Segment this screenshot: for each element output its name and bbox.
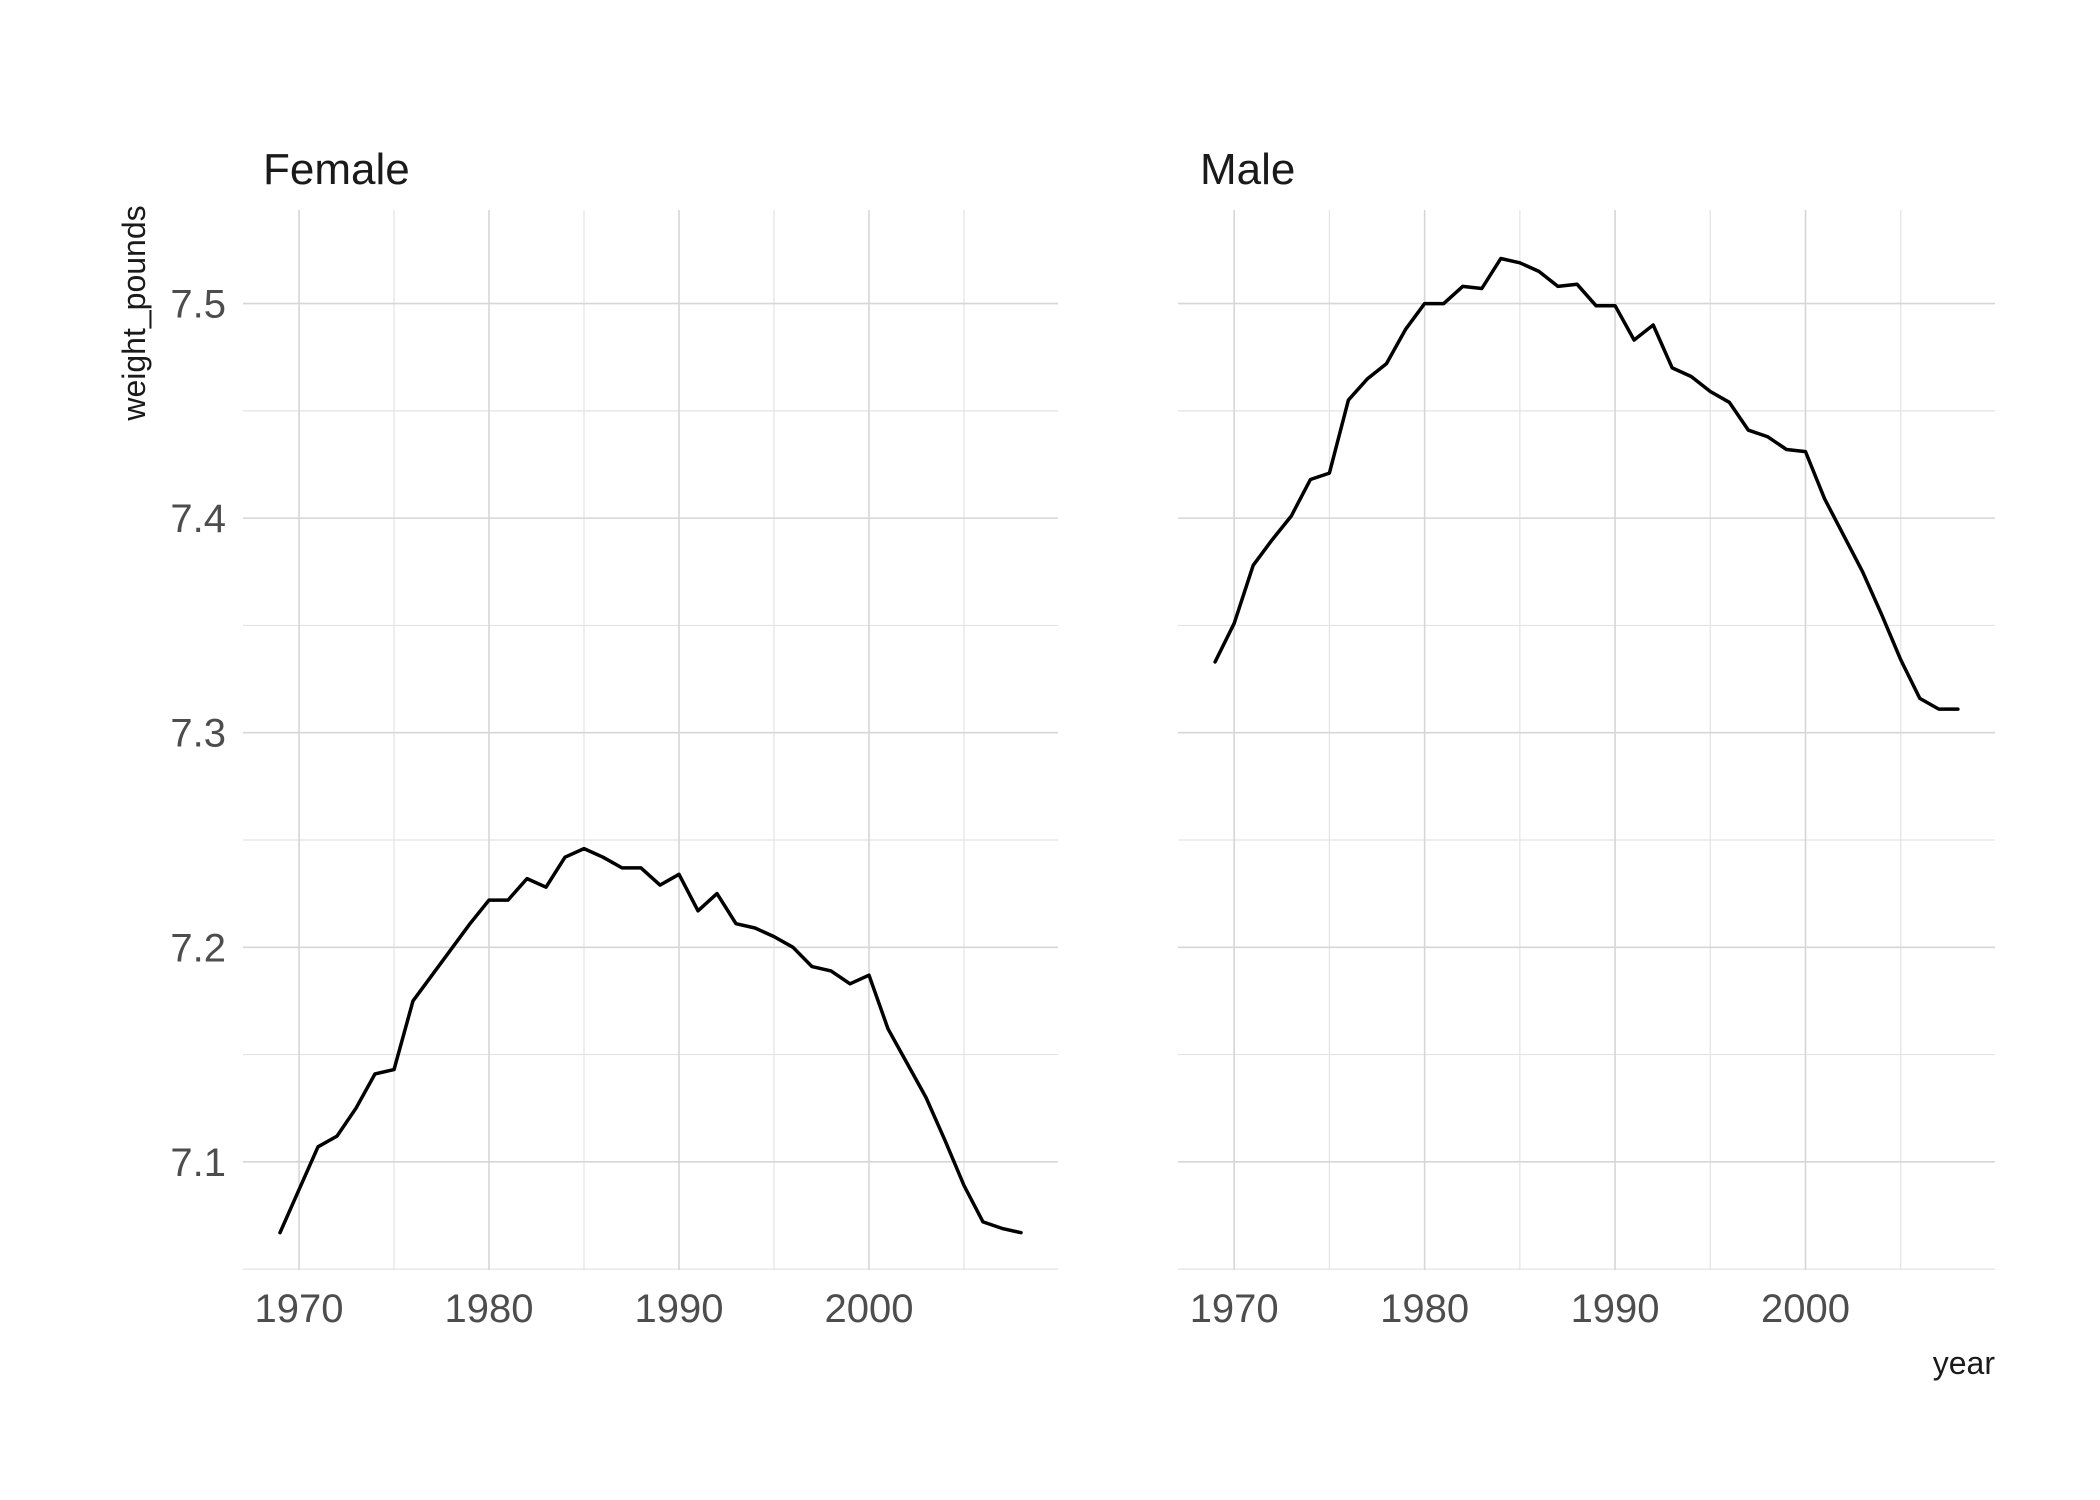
facet-title-male: Male — [1200, 145, 1295, 194]
y-tick-label: 7.1 — [170, 1141, 226, 1185]
x-tick-label: 1990 — [1571, 1287, 1660, 1331]
x-tick-label: 1980 — [445, 1287, 534, 1331]
panel-female: 1970 1980 1990 2000 7.1 7.2 7.3 7.4 7.5 Female — [170, 145, 1058, 1331]
x-tick-label: 2000 — [824, 1287, 913, 1331]
series-line-female — [278, 846, 1023, 1235]
x-tick-label: 1970 — [255, 1287, 344, 1331]
x-axis-title: year — [1933, 1345, 1996, 1381]
y-tick-label: 7.2 — [170, 926, 226, 970]
facet-panels: 1970 1980 1990 20007.17.27.37.47.5Female197… — [170, 145, 1995, 1331]
x-tick-label: 1990 — [635, 1287, 724, 1331]
y-tick-label: 7.5 — [170, 283, 226, 327]
x-tick-label: 2000 — [1761, 1287, 1850, 1331]
y-tick-label: 7.4 — [170, 497, 226, 541]
panel-male: 1970 1980 1990 2000 Male — [1178, 145, 1995, 1331]
x-tick-label: 1970 — [1190, 1287, 1279, 1331]
y-tick-label: 7.3 — [170, 712, 226, 756]
y-axis-title: weight_pounds — [116, 205, 152, 421]
facet-title-female: Female — [263, 145, 410, 194]
x-tick-label: 1980 — [1380, 1287, 1469, 1331]
series-line-male — [1213, 256, 1960, 711]
